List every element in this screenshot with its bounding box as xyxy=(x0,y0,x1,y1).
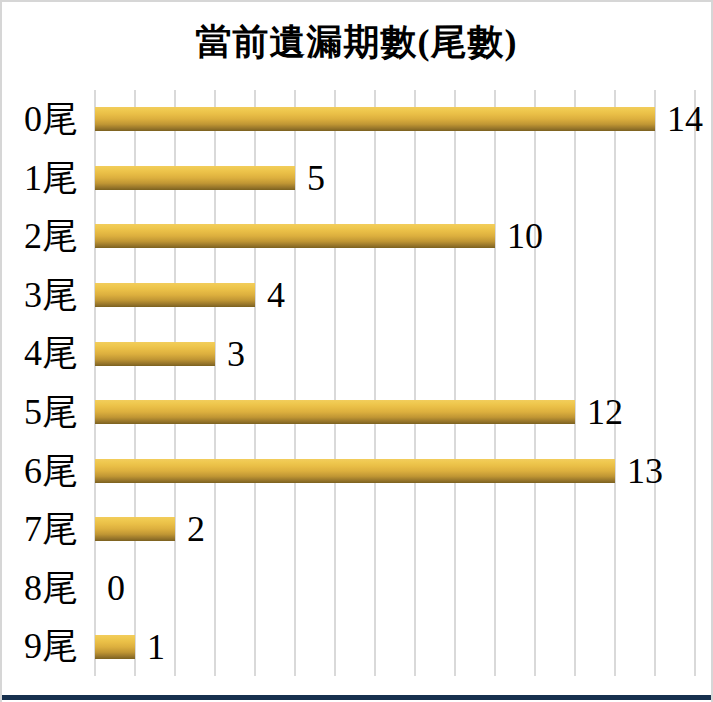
bar xyxy=(95,224,495,248)
bar xyxy=(95,400,575,424)
bar xyxy=(95,107,655,131)
bar-row: 2尾 10 xyxy=(2,207,711,266)
bar-row: 4尾 3 xyxy=(2,324,711,383)
bar-row: 8尾 0 xyxy=(2,559,711,618)
bar-row: 1尾 5 xyxy=(2,149,711,208)
bar xyxy=(95,283,255,307)
category-label: 0尾 xyxy=(0,90,78,149)
bar-row: 0尾 14 xyxy=(2,90,711,149)
bar-row: 7尾 2 xyxy=(2,500,711,559)
value-label: 14 xyxy=(667,101,703,137)
category-label: 7尾 xyxy=(0,500,78,559)
category-label: 2尾 xyxy=(0,207,78,266)
bar-row: 6尾 13 xyxy=(2,442,711,501)
value-label: 5 xyxy=(307,160,325,196)
value-label: 2 xyxy=(187,511,205,547)
value-label: 3 xyxy=(227,336,245,372)
bar xyxy=(95,459,615,483)
bottom-divider xyxy=(2,695,711,700)
value-label: 13 xyxy=(627,453,663,489)
bar-row: 3尾 4 xyxy=(2,266,711,325)
category-label: 5尾 xyxy=(0,383,78,442)
bar-row: 5尾 12 xyxy=(2,383,711,442)
bar-chart: 當前遺漏期數(尾數) 0尾 14 1尾 5 2尾 10 3尾 4 4尾 3 5尾 12 6尾 13 7尾 2 8… xyxy=(0,0,713,702)
value-label: 10 xyxy=(507,218,543,254)
bar xyxy=(95,517,175,541)
chart-title: 當前遺漏期數(尾數) xyxy=(2,18,711,67)
value-label: 1 xyxy=(147,629,165,665)
category-label: 3尾 xyxy=(0,266,78,325)
bar xyxy=(95,342,215,366)
value-label: 4 xyxy=(267,277,285,313)
value-label: 0 xyxy=(107,570,125,606)
category-label: 8尾 xyxy=(0,559,78,618)
category-label: 1尾 xyxy=(0,149,78,208)
category-label: 9尾 xyxy=(0,617,78,676)
category-label: 4尾 xyxy=(0,324,78,383)
bar xyxy=(95,635,135,659)
bar xyxy=(95,166,295,190)
value-label: 12 xyxy=(587,394,623,430)
category-label: 6尾 xyxy=(0,442,78,501)
bar-row: 9尾 1 xyxy=(2,617,711,676)
